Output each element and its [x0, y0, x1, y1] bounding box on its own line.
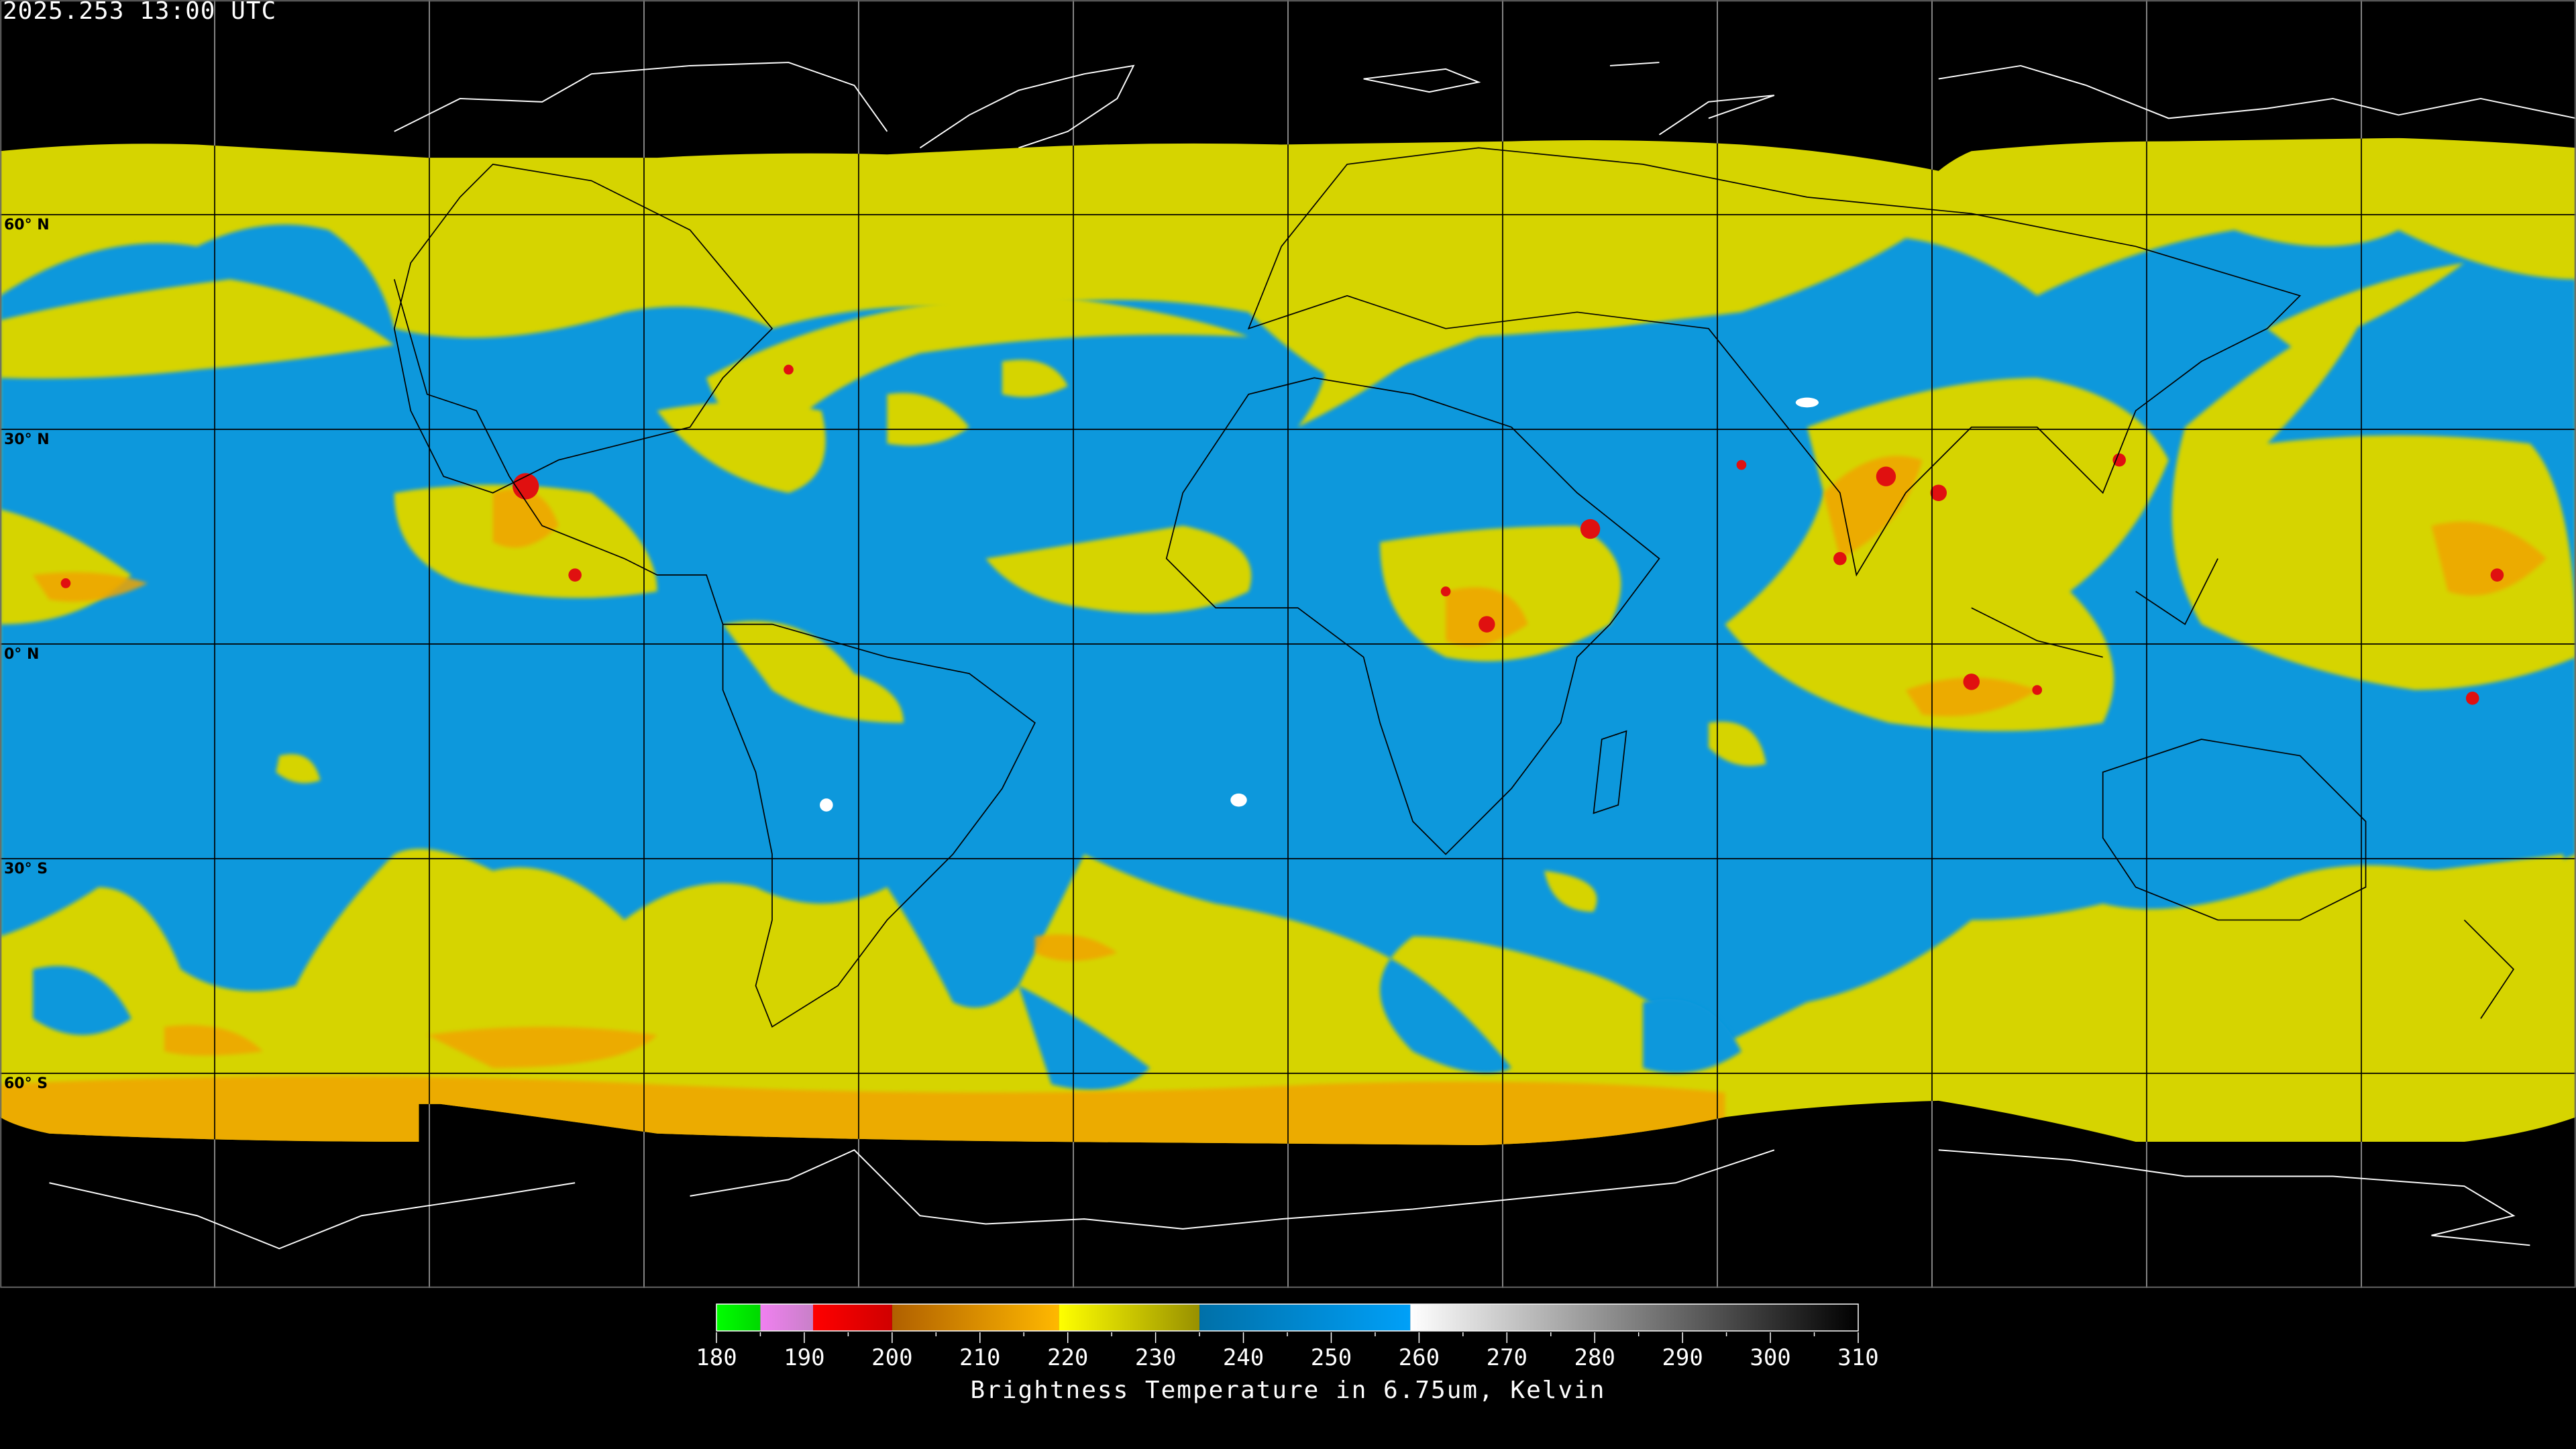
lat-label-60s: 60° S — [4, 1075, 48, 1092]
cold-top-spot — [1963, 674, 1980, 690]
colorbar-tick-label: 190 — [784, 1344, 824, 1371]
cold-top-spot — [1876, 466, 1896, 486]
coastlines — [393, 147, 2515, 1028]
colorbar-segment — [1199, 1304, 1411, 1331]
cold-top-spot — [2465, 692, 2479, 705]
colorbar: 180 190 200 210 220 230 240 250 260 270 280 290 300 3… — [698, 1303, 1878, 1371]
cold-top-spot — [784, 364, 794, 375]
lat-label-30s: 30° S — [4, 861, 48, 877]
cold-top-spot — [1580, 519, 1601, 539]
cold-top-spot — [1479, 616, 1495, 633]
colorbar-tick-label: 280 — [1574, 1344, 1615, 1371]
lat-label-60n: 60° N — [4, 217, 50, 233]
colorbar-tick-label: 260 — [1399, 1344, 1440, 1371]
colorbar-segment — [1410, 1304, 1858, 1331]
colorbar-tick-label: 300 — [1750, 1344, 1790, 1371]
cold-top-spot — [2490, 568, 2504, 582]
colorbar-tick-label: 210 — [959, 1344, 1000, 1371]
deep-convection-tops — [60, 364, 2504, 705]
coastlines-polar — [49, 62, 2576, 1250]
cold-top-spot — [2112, 453, 2126, 467]
lat-label-30n: 30° N — [4, 431, 50, 448]
colorbar-tick-label: 180 — [698, 1344, 737, 1371]
cold-top-spot — [1930, 484, 1947, 501]
colorbar-segment — [1059, 1304, 1200, 1331]
colorbar-tick-label: 270 — [1487, 1344, 1527, 1371]
colorbar-tick-label: 250 — [1311, 1344, 1352, 1371]
colorbar-tick-label: 230 — [1135, 1344, 1176, 1371]
lat-label-0: 0° N — [4, 646, 40, 663]
colorbar-title: Brightness Temperature in 6.75um, Kelvin — [970, 1377, 1606, 1404]
colorbar-segment — [813, 1304, 892, 1331]
cold-top-spot — [60, 578, 71, 588]
colorbar-segment — [716, 1304, 761, 1331]
colorbar-segment — [892, 1304, 1059, 1331]
cold-top-spot — [1440, 586, 1451, 596]
timestamp-title: 2025.253 13:00 UTC — [3, 0, 277, 25]
colorbar-tick-label: 200 — [871, 1344, 912, 1371]
water-vapor-map — [0, 0, 2576, 1288]
colorbar-tick-label: 220 — [1047, 1344, 1088, 1371]
colorbar-segment — [760, 1304, 814, 1331]
colorbar-frame — [716, 1303, 1859, 1332]
colorbar-tick-label: 240 — [1223, 1344, 1264, 1371]
cold-top-spot — [568, 568, 582, 582]
colorbar-tick-label: 290 — [1662, 1344, 1703, 1371]
cold-top-spot — [2032, 685, 2043, 695]
warm-dry-spots — [820, 397, 1819, 812]
cold-top-spot — [1736, 460, 1747, 470]
cold-top-spot — [1833, 551, 1847, 566]
colorbar-tick-label: 310 — [1837, 1344, 1878, 1371]
